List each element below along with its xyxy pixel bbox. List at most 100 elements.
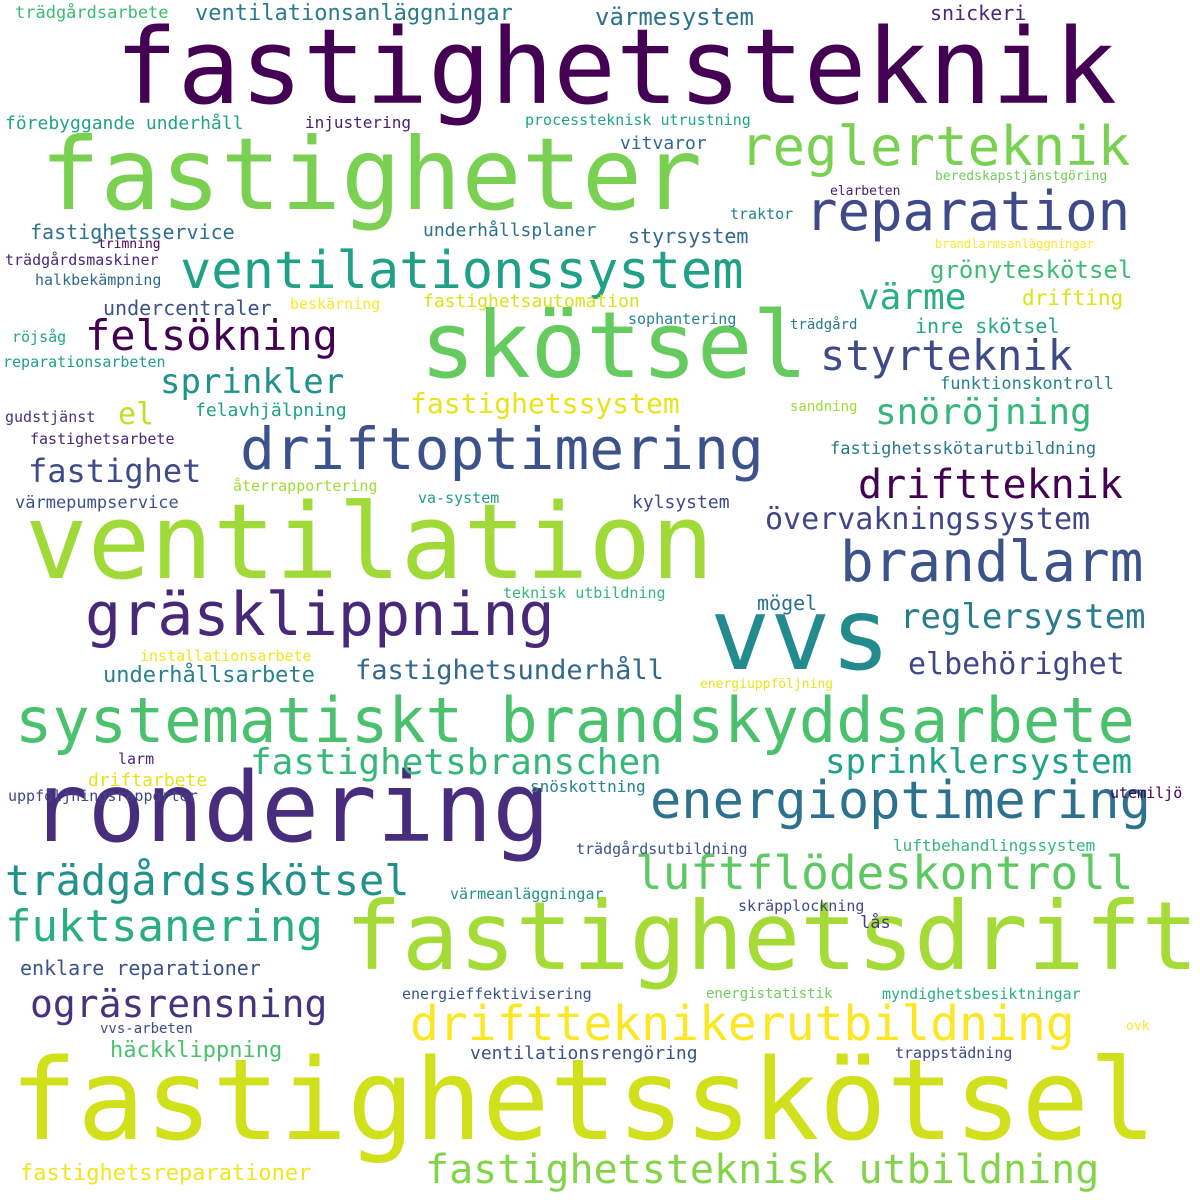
word-varme: värme [858, 277, 967, 318]
word-ovk: ovk [1126, 1019, 1150, 1034]
word-driftteknikerutbildning: driftteknikerutbildning [410, 996, 1075, 1052]
word-reglersystem: reglersystem [900, 597, 1146, 637]
word-enklare-reparationer: enklare reparationer [20, 956, 261, 980]
word-fastighetsteknisk-utbildning: fastighetsteknisk utbildning [425, 1147, 1100, 1193]
word-brandlarmsanlaggningar: brandlarmsanläggningar [935, 237, 1094, 251]
word-ventilationsanlaggningar: ventilationsanläggningar [195, 1, 513, 26]
word-energistatistik: energistatistik [706, 986, 833, 1002]
word-skotsel: skötsel [420, 292, 808, 399]
word-beredskapstjanstgoring: beredskapstjänstgöring [935, 169, 1108, 184]
word-va-system: va-system [418, 489, 500, 507]
word-vvs-arbeten: vvs-arbeten [100, 1021, 193, 1037]
word-varmepumpservice: värmepumpservice [15, 493, 179, 513]
word-luftflodeskontroll: luftflödeskontroll [635, 846, 1134, 900]
word-ventilationssystem: ventilationssystem [180, 241, 744, 301]
word-reparationsarbeten: reparationsarbeten [3, 353, 166, 371]
word-drifting: drifting [1022, 286, 1124, 310]
word-fastighetsservice: fastighetsservice [30, 220, 235, 244]
word-driftarbete: driftarbete [88, 770, 208, 791]
word-fastighetsarbete: fastighetsarbete [30, 430, 175, 448]
word-rondering: rondering [30, 752, 551, 864]
word-gudstjanst: gudstjänst [5, 408, 96, 426]
word-elarbeten: elarbeten [830, 184, 901, 199]
word-las: lås [860, 913, 891, 933]
word-snoskottning: snöskottning [530, 777, 646, 796]
word-fastighetssystem: fastighetssystem [410, 387, 680, 420]
word-ventilation: ventilation [25, 481, 714, 603]
word-styrteknik: styrteknik [820, 331, 1073, 380]
word-luftbehandlingssystem: luftbehandlingssystem [893, 836, 1096, 855]
word-ventilationsrengoring: ventilationsrengöring [470, 1043, 698, 1064]
word-sprinkler: sprinkler [160, 362, 345, 402]
word-felavhjalpning: felavhjälpning [195, 400, 347, 421]
word-fastighetsautomation: fastighetsautomation [423, 291, 640, 312]
word-mogel: mögel [757, 591, 818, 615]
word-tradgardsarbete: trädgårdsarbete [15, 3, 169, 23]
word-driftoptimering: driftoptimering [240, 415, 764, 483]
word-undercentraler: undercentraler [103, 296, 272, 320]
word-sandning: sandning [790, 399, 858, 415]
word-forebyggande-underhall: förebyggande underhåll [5, 113, 244, 134]
word-overvakningssystem: övervakningssystem [765, 502, 1091, 537]
word-uppfoljningsrapporter: uppföljningsrapporter [8, 787, 198, 805]
word-fastighetsskotsel: fastighetsskötsel [10, 1036, 1157, 1166]
word-varmesystem: värmesystem [595, 3, 754, 31]
word-traktor: traktor [730, 205, 794, 223]
word-aterrapportering: återrapportering [233, 477, 378, 495]
word-energieffektivisering: energieffektivisering [402, 985, 592, 1003]
word-tradgardsskotsel: trädgårdsskötsel [5, 856, 410, 905]
word-systematiskt-brandskyddsarbete: systematiskt brandskyddsarbete [15, 684, 1135, 757]
word-funktionskontroll: funktionskontroll [940, 374, 1114, 394]
word-injustering: injustering [305, 113, 411, 132]
word-energiuppfoljning: energiuppföljning [700, 677, 834, 692]
word-halkbekampning: halkbekämpning [35, 271, 162, 289]
word-fastighet: fastighet [28, 452, 202, 490]
word-ograsrensning: ogräsrensning [30, 982, 328, 1026]
word-sophantering: sophantering [628, 310, 737, 328]
word-reparation: reparation [805, 180, 1131, 243]
word-snorojning: snöröjning [875, 392, 1092, 433]
word-sprinklersystem: sprinklersystem [825, 742, 1133, 782]
word-felsokning: felsökning [85, 311, 338, 360]
word-driftteknik: driftteknik [858, 462, 1123, 508]
word-inre-skotsel: inre skötsel [915, 314, 1060, 338]
word-tradgardsmaskiner: trädgårdsmaskiner [5, 251, 159, 269]
word-fastighetsunderhall: fastighetsunderhåll [355, 655, 664, 686]
word-tradgardsutbildning: trädgårdsutbildning [576, 840, 748, 858]
word-varmeanlaggningar: värmeanläggningar [450, 885, 604, 903]
word-installationsarbete: installationsarbete [140, 647, 312, 665]
word-underhallsarbete: underhållsarbete [103, 663, 315, 688]
word-gronyteskotsel: grönyteskötsel [930, 256, 1133, 284]
word-beskarning: beskärning [290, 295, 381, 313]
word-tradgard: trädgård [790, 317, 858, 333]
word-fastighetsskotarutbildning: fastighetsskötarutbildning [830, 439, 1097, 459]
word-snickeri: snickeri [930, 1, 1027, 25]
word-elbehorighet: elbehörighet [908, 647, 1125, 682]
word-fastighetsreparationer: fastighetsreparationer [20, 1161, 312, 1186]
word-utemiljo: utemiljö [1110, 784, 1183, 802]
word-teknisk-utbildning: teknisk utbildning [503, 584, 666, 602]
word-fastighetsbranschen: fastighetsbranschen [250, 742, 662, 783]
word-myndighetsbesiktningar: myndighetsbesiktningar [882, 985, 1081, 1003]
word-fastigheter: fastigheter [40, 116, 703, 233]
word-trimning: trimning [98, 237, 161, 252]
word-styrsystem: styrsystem [628, 224, 749, 248]
word-fastighetsdrift: fastighetsdrift [345, 882, 1199, 992]
word-vvs: vvs [710, 576, 891, 693]
word-rojsag: röjsåg [12, 328, 67, 346]
word-el: el [118, 397, 155, 432]
word-kylsystem: kylsystem [632, 492, 730, 513]
word-processteknisk-utrustning: processteknisk utrustning [525, 111, 751, 129]
word-grasklippning: gräsklippning [85, 580, 555, 650]
word-larm: larm [118, 750, 155, 768]
word-vitvaror: vitvaror [620, 133, 707, 154]
word-hackklippning: häckklippning [110, 1038, 283, 1063]
word-underhallsplaner: underhållsplaner [423, 220, 597, 241]
word-brandlarm: brandlarm [840, 530, 1144, 595]
word-energioptimering: energioptimering [650, 771, 1151, 831]
word-trappstadning: trappstädning [895, 1044, 1013, 1062]
word-fastighetsteknik: fastighetsteknik [115, 6, 1117, 128]
word-fuktsanering: fuktsanering [5, 901, 323, 952]
word-skrapplockning: skräpplockning [738, 897, 865, 915]
